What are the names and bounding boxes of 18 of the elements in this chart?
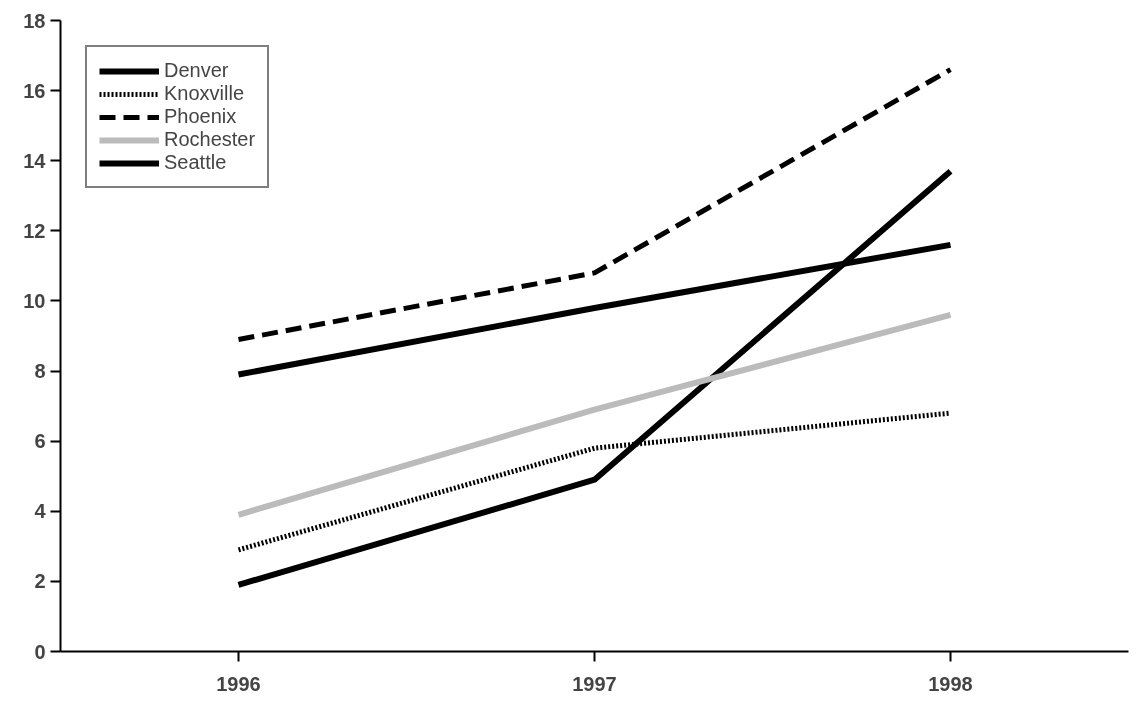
legend-label: Seattle (164, 151, 227, 174)
legend-label: Knoxville (164, 82, 245, 105)
y-tick-label: 6 (34, 430, 46, 453)
x-tick-label: 1998 (928, 672, 973, 695)
y-tick-label: 2 (34, 570, 46, 593)
y-tick-label: 8 (34, 360, 46, 383)
y-tick-label: 4 (34, 500, 47, 523)
y-tick-label: 12 (23, 219, 46, 242)
y-tick-label: 16 (23, 79, 46, 102)
y-tick-label: 18 (23, 9, 46, 32)
y-tick-label: 0 (34, 640, 46, 663)
legend-label: Phoenix (164, 105, 237, 128)
y-tick-label: 10 (23, 289, 46, 312)
x-tick-label: 1996 (216, 672, 261, 695)
y-tick-label: 14 (23, 149, 47, 172)
x-tick-label: 1997 (572, 672, 617, 695)
legend-label: Denver (164, 59, 229, 82)
legend-label: Rochester (164, 128, 256, 151)
